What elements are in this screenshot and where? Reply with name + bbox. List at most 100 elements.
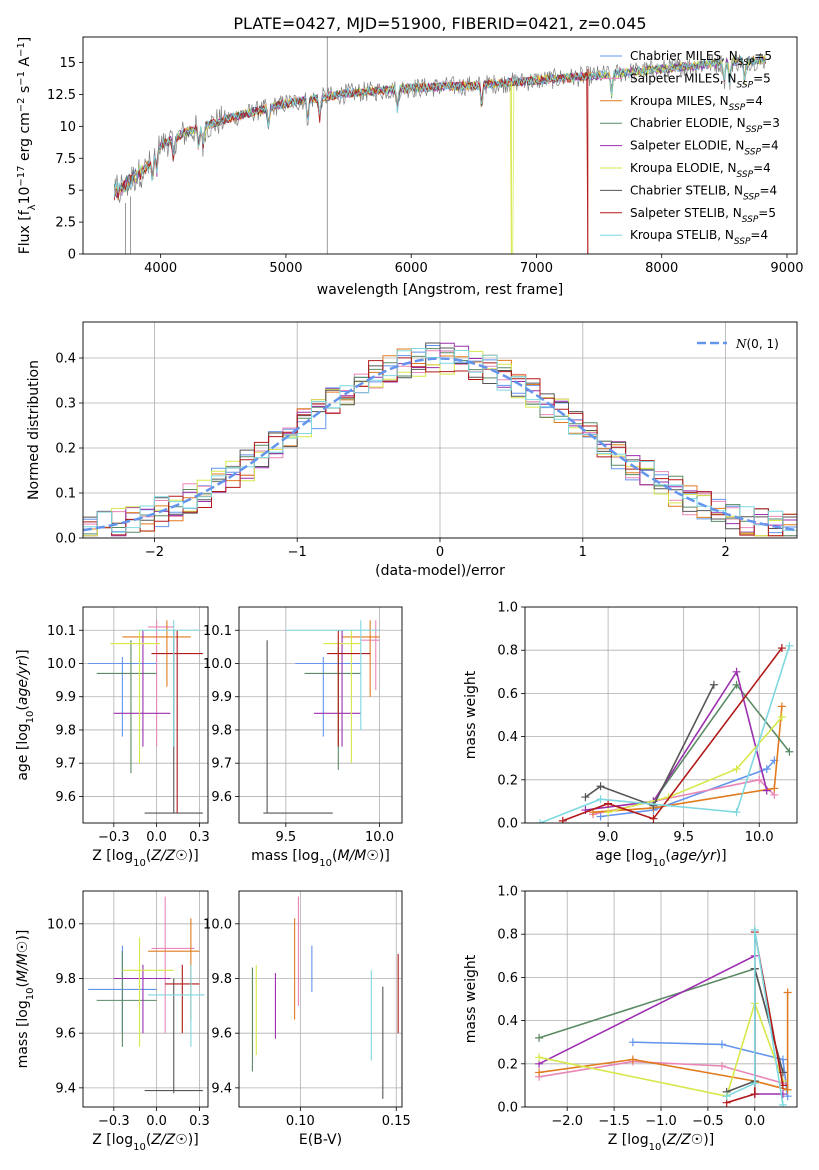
histogram-steps	[83, 342, 797, 537]
y-tick-label: 12.5	[47, 88, 76, 103]
y-tick-label: 10.0	[47, 917, 76, 932]
panel-spectrum: 4000 5000 6000 7000 8000 9000 0 2.5 5 7.5 10 12.5 15…	[16, 36, 804, 298]
weight-series-line	[538, 1000, 784, 1098]
x-tick-label: 8000	[645, 261, 678, 276]
y-axis-label: Flux [fλ10−17 erg cm−2 s−1 A−1]	[16, 37, 38, 255]
x-tick-label: 9000	[770, 261, 803, 276]
weight-point-marker	[558, 816, 567, 823]
x-tick-label: −1.5	[598, 1114, 630, 1129]
weight-point-marker	[750, 1090, 759, 1099]
x-tick-label: 4000	[144, 261, 177, 276]
panels: 4000 5000 6000 7000 8000 900002.557.51012.515…	[15, 36, 804, 1153]
x-tick-label: −1	[288, 545, 307, 560]
panel-weight_vs_age: 9.0 9.5 10.0 0.0 0.2 0.4 0.6 0.8 1.0 age [log10(a…	[463, 601, 798, 869]
weight-point-marker	[604, 799, 613, 808]
spectrum-model-line	[113, 55, 767, 198]
weight-point-marker	[778, 1090, 787, 1099]
y-tick-label: 0.3	[55, 397, 76, 412]
weight-point-marker	[777, 702, 786, 711]
weight-point-marker	[732, 765, 741, 773]
x-axis-label: wavelength [Angstrom, rest frame]	[317, 282, 563, 298]
plot-area	[83, 891, 208, 1107]
plot-area	[239, 891, 402, 1107]
axes-frame	[82, 36, 798, 255]
y-tick-label: 0.4	[55, 352, 76, 367]
y-tick-label: 10.0	[203, 657, 232, 672]
legend-label: Kroupa STELIB, NSSP=4	[630, 228, 768, 247]
x-tick-label: 0.0	[744, 1114, 765, 1129]
weight-point-marker	[762, 786, 771, 795]
y-tick-label: 0.2	[55, 442, 76, 457]
weight-point-marker	[732, 808, 741, 817]
y-tick-label: 0.8	[497, 928, 518, 943]
y-tick-label: 10.0	[47, 657, 76, 672]
histogram-steps	[83, 348, 797, 533]
y-tick-label: 9.6	[55, 1027, 76, 1042]
y-tick-label: 10	[59, 120, 76, 135]
weight-point-marker	[783, 988, 792, 997]
weight-point-marker	[628, 1055, 637, 1064]
y-axis-label: mass [log10(M/M☉)]	[15, 930, 36, 1069]
weight-point-marker	[732, 667, 741, 676]
y-tick-label: 9.6	[211, 1027, 232, 1042]
y-tick-label: 0.6	[497, 971, 518, 986]
legend-label: Chabrier MILES, NSSP=5	[630, 49, 772, 68]
figure-title: PLATE=0427, MJD=51900, FIBERID=0421, z=0…	[233, 14, 646, 33]
x-axis-label: E(B-V)	[299, 1132, 342, 1148]
weight-series-line	[584, 684, 715, 807]
weight-point-marker	[750, 1079, 759, 1088]
y-tick-label: 0.0	[55, 532, 76, 547]
x-tick-label: −0.3	[98, 1114, 130, 1129]
x-tick-label: 0.3	[189, 830, 210, 845]
legend-label: Kroupa ELODIE, NSSP=4	[630, 161, 771, 180]
weight-point-marker	[596, 795, 605, 804]
weight-series-line	[538, 1060, 784, 1084]
weight-point-marker	[535, 1068, 544, 1077]
y-tick-label: 9.7	[55, 757, 76, 772]
x-axis-label: Z [log10(Z/Z☉)]	[92, 848, 198, 869]
y-tick-label: 9.8	[55, 972, 76, 987]
y-tick-label: 0.1	[55, 487, 76, 502]
plot-area	[525, 607, 797, 823]
x-tick-label: 9.5	[673, 830, 694, 845]
y-tick-label: 9.9	[55, 690, 76, 705]
y-tick-label: 5	[68, 184, 76, 199]
y-tick-label: 9.6	[211, 790, 232, 805]
weight-point-marker	[581, 793, 590, 802]
panel-residuals: −2 −1 0 1 2 0.0 0.1 0.2 0.3 0.4 (data-model)/error…	[26, 321, 798, 579]
legend-label: Kroupa MILES, NSSP=4	[630, 94, 763, 113]
y-tick-label: 0	[68, 248, 76, 263]
histogram-steps	[83, 350, 797, 537]
weight-point-marker	[628, 1038, 637, 1047]
weight-series-line	[632, 1041, 789, 1097]
x-tick-label: 9.0	[598, 830, 619, 845]
y-tick-label: 0.0	[497, 1101, 518, 1116]
x-tick-label: 9.5	[275, 830, 296, 845]
y-axis-label: mass weight	[463, 954, 479, 1043]
weight-point-marker	[777, 713, 786, 722]
plot-area	[525, 891, 797, 1107]
axes-frame	[82, 321, 798, 539]
weight-point-marker	[649, 814, 658, 823]
x-tick-label: 0.0	[146, 830, 167, 845]
weight-point-marker	[778, 1055, 787, 1064]
x-tick-label: 10.0	[745, 830, 774, 845]
y-tick-label: 0.2	[497, 1057, 518, 1072]
y-tick-label: 0.8	[497, 644, 518, 659]
plot-area	[239, 607, 402, 823]
weight-point-marker	[717, 1040, 726, 1049]
x-tick-label: 0.0	[146, 1114, 167, 1129]
panel-mass_vs_Z: −0.3 0.0 0.3 9.4 9.6 9.8 10.0 Z [log10(Z/Z☉)] ma…	[15, 890, 210, 1153]
x-axis-label: mass [log10(M/M☉)]	[251, 848, 390, 869]
y-tick-label: 10.1	[203, 624, 232, 639]
x-tick-label: 2	[721, 545, 729, 560]
y-tick-label: 9.8	[211, 723, 232, 738]
y-axis-label: mass weight	[463, 670, 479, 759]
y-tick-label: 15	[59, 56, 76, 71]
panel-weight_vs_Z: −2.0 −1.5 −1.0 −0.5 0.0 0.0 0.2 0.4 0.6 0.8 1.0 Z […	[463, 885, 798, 1153]
y-tick-label: 9.7	[211, 757, 232, 772]
weight-point-marker	[604, 808, 613, 817]
weight-point-marker	[596, 782, 605, 791]
